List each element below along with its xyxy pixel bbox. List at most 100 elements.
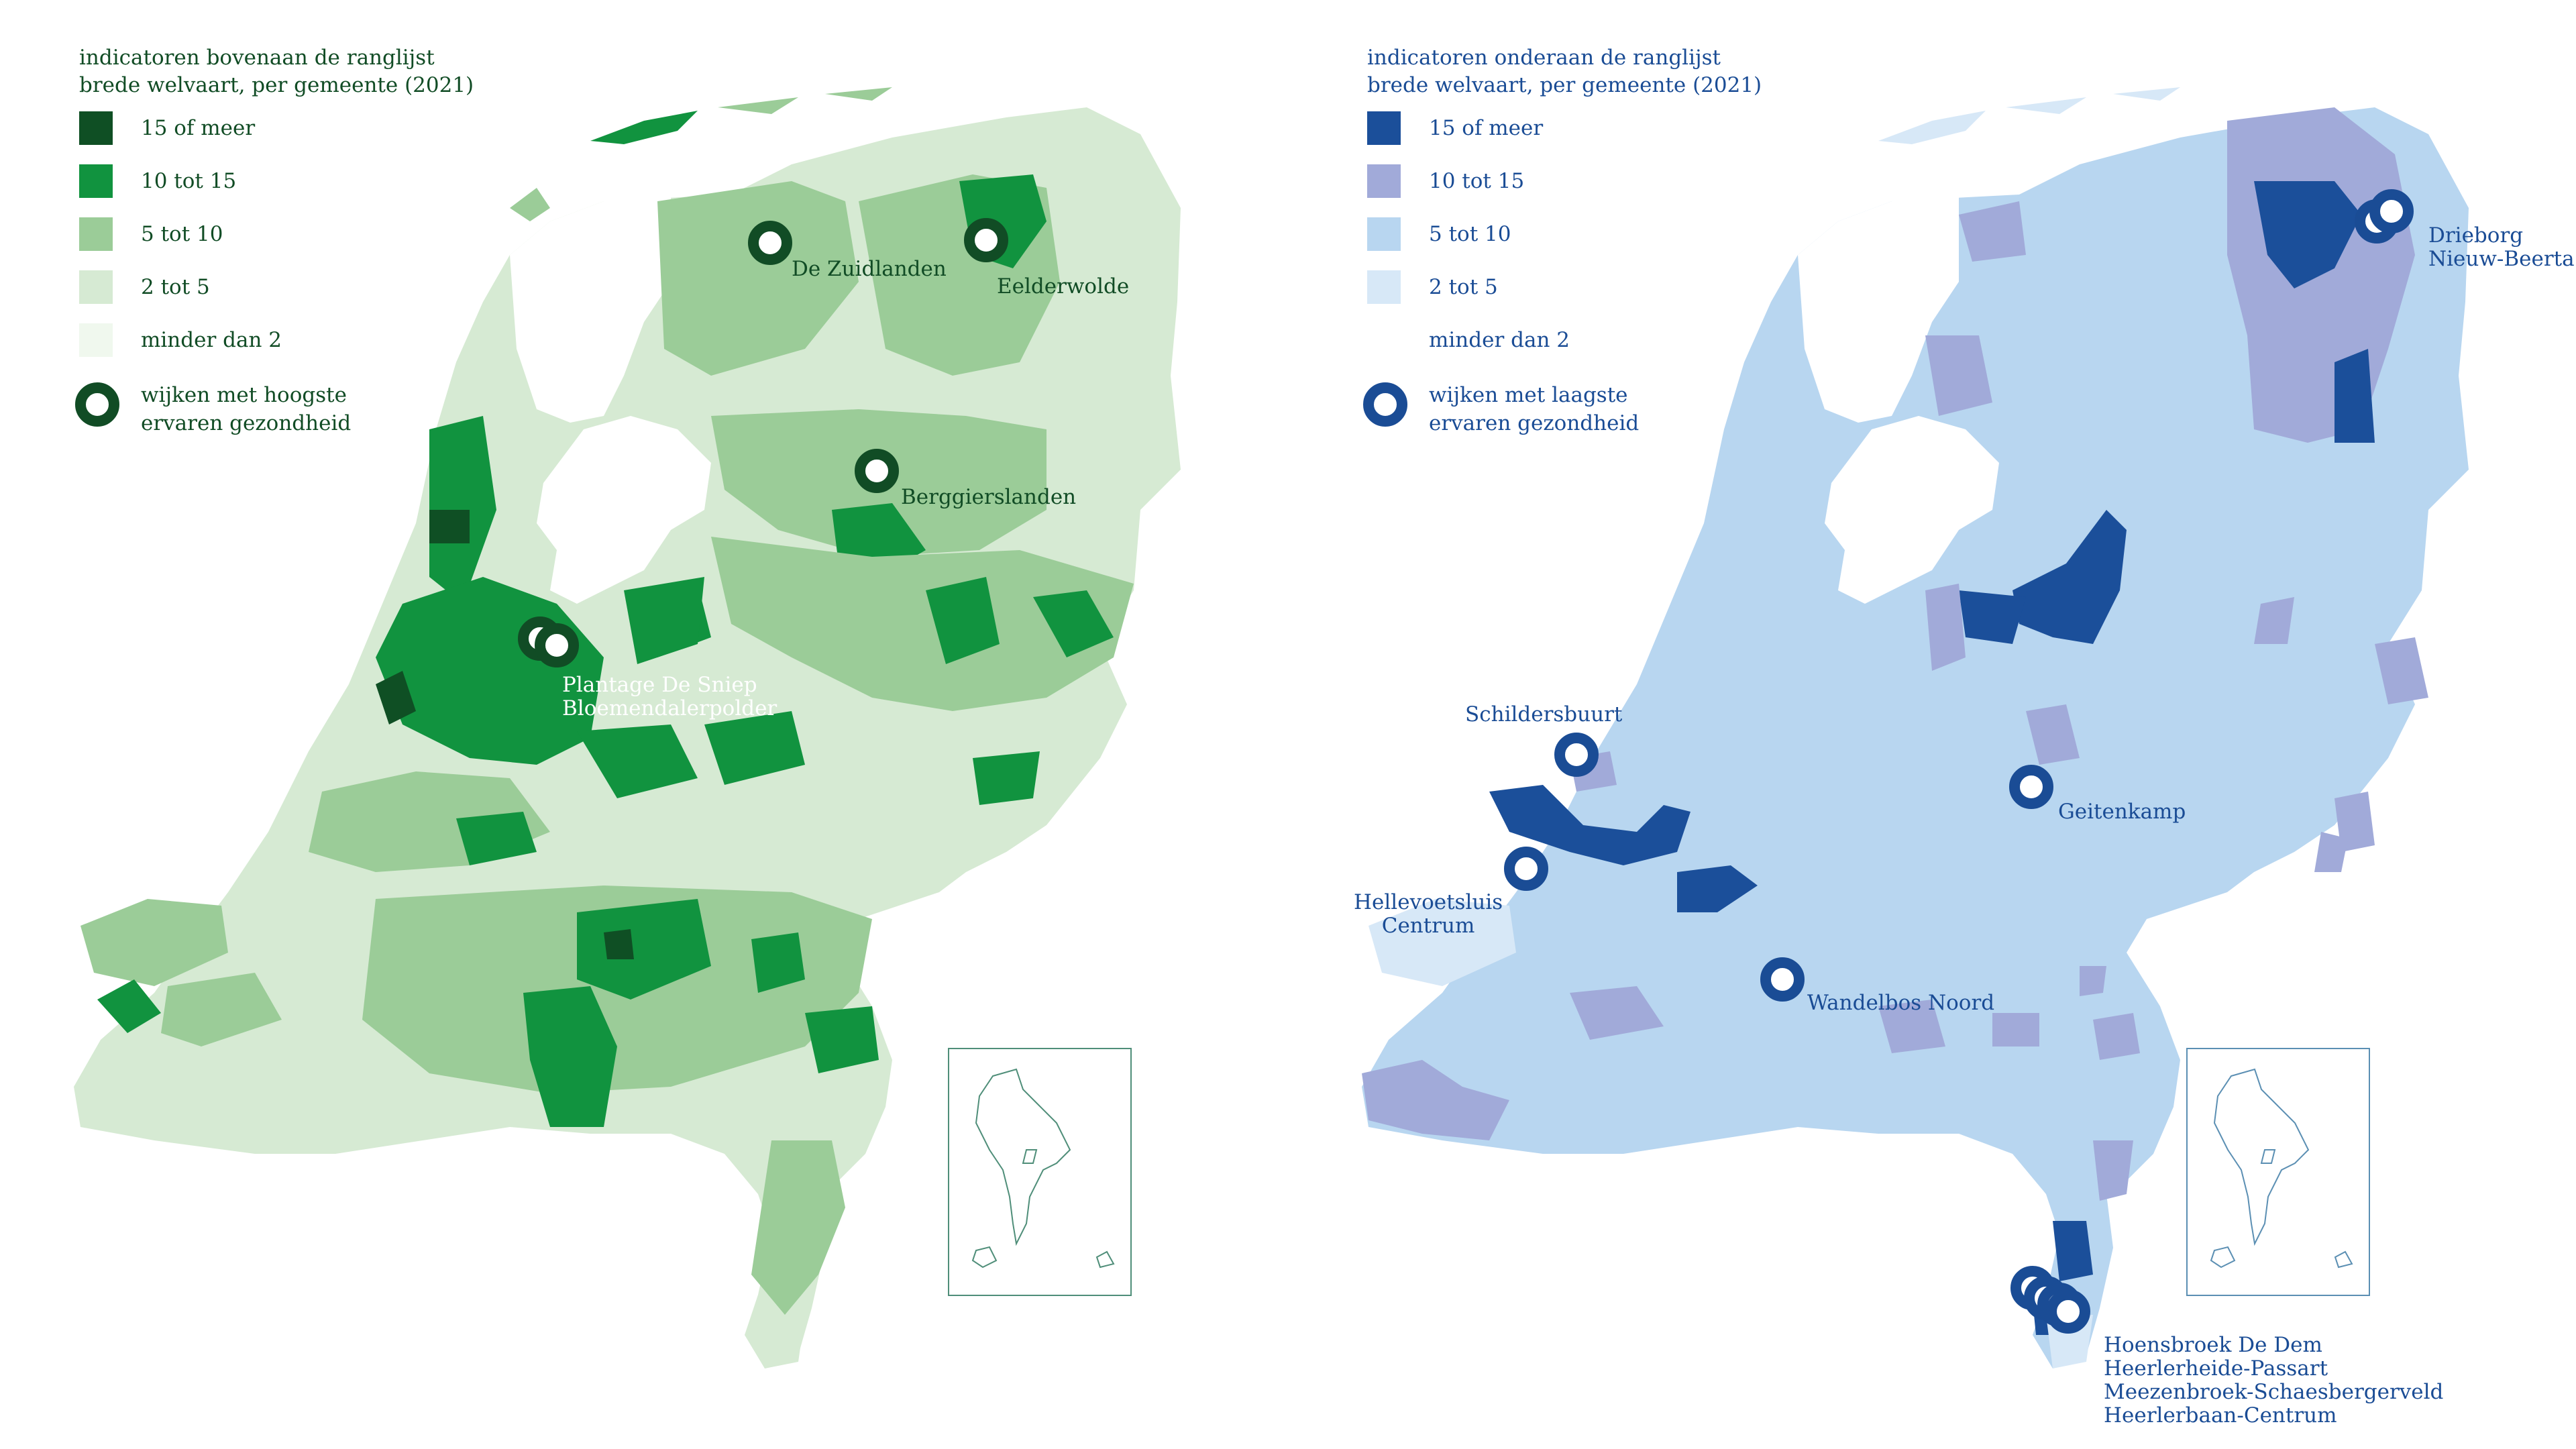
callout-drieborg-nieuw-beerta: Drieborg Nieuw-Beerta [2428, 224, 2575, 271]
legend-swatch [79, 323, 113, 357]
island [2113, 87, 2180, 101]
ijsselmeer-water [537, 416, 711, 604]
region [456, 812, 537, 865]
region [2053, 1221, 2093, 1281]
ijsselmeer-water [1825, 416, 1999, 604]
ring-marker-icon [2009, 765, 2053, 809]
legend-swatch [1367, 270, 1401, 304]
zeeland-island [288, 986, 376, 1046]
ring-marker-icon [535, 623, 579, 667]
legend-item-ring: wijken met hoogste ervaren gezondheid [75, 382, 549, 445]
marker-layer [1504, 189, 2414, 1334]
callout-line: Heerlerbaan-Centrum [2104, 1403, 2337, 1428]
legend-item: 5 tot 10 [1367, 217, 1837, 251]
ring-marker-icon [964, 218, 1008, 262]
legend-label: 15 of meer [1429, 116, 1544, 140]
marker-layer [518, 218, 1008, 667]
callout-line: Hellevoetsluis [1354, 890, 1503, 914]
legend-label: 2 tot 5 [1429, 275, 1498, 299]
legend-label: minder dan 2 [141, 328, 282, 352]
legend-item: 15 of meer [1367, 111, 1837, 145]
region [2093, 1140, 2133, 1201]
region [577, 724, 698, 798]
callout-line: Nieuw-Beerta [2428, 247, 2575, 271]
region [376, 671, 416, 724]
region [1925, 584, 1966, 671]
country-shape [1362, 107, 2469, 1368]
bonaire-outline [971, 1068, 1115, 1269]
region [2093, 1013, 2140, 1060]
ring-legend-label: wijken met hoogste ervaren gezondheid [141, 381, 351, 437]
callout-limburg-wijken: Hoensbroek De Dem Heerlerheide-Passart M… [2104, 1334, 2443, 1428]
legend-swatch [79, 111, 113, 145]
region [1992, 1013, 2039, 1046]
legend-item: 2 tot 5 [79, 270, 549, 304]
region [2026, 704, 2080, 765]
legend-item: 15 of meer [79, 111, 549, 145]
region [2375, 637, 2428, 704]
caribbean-inset [948, 1048, 1132, 1296]
ring-marker-icon [1363, 382, 1407, 427]
callout-line: Heerlerheide-Passart [2104, 1356, 2328, 1381]
zeeland-island [1362, 1060, 1509, 1140]
callout-line: Meezenbroek-Schaesbergerveld [2104, 1380, 2444, 1404]
region [711, 537, 1134, 711]
legend-item: minder dan 2 [1367, 323, 1837, 357]
wadden-water [510, 188, 671, 423]
region [2012, 510, 2127, 644]
region [805, 1006, 879, 1073]
island [510, 188, 550, 221]
region [2254, 181, 2361, 288]
legend-swatch [1367, 323, 1401, 357]
netherlands-map-blue [1362, 87, 2469, 1368]
legend-item: 2 tot 5 [1367, 270, 1837, 304]
legend-swatch [79, 217, 113, 251]
ring-legend-label: wijken met laagste ervaren gezondheid [1429, 381, 1639, 437]
ring-marker-icon [1504, 847, 1548, 891]
title-line-2: brede welvaart, per gemeente (2021) [79, 73, 474, 97]
legend-item-ring: wijken met laagste ervaren gezondheid [1363, 382, 1837, 445]
netherlands-map-green [74, 87, 1181, 1368]
title-line-1: indicatoren bovenaan de ranglijst [79, 46, 435, 70]
region [973, 751, 1040, 805]
zeeland-island [97, 979, 161, 1033]
region [523, 986, 617, 1127]
callout-line: Bloemendalerpolder [562, 696, 777, 720]
callout-line: Plantage De Sniep [562, 673, 757, 697]
callout-de-zuidlanden: De Zuidlanden [792, 257, 947, 281]
region [1489, 785, 1690, 865]
legend-item: 10 tot 15 [1367, 164, 1837, 198]
legend-label: 10 tot 15 [141, 169, 237, 193]
legend-item: 5 tot 10 [79, 217, 549, 251]
region [926, 577, 1000, 664]
callout-berggierslanden: Berggierslanden [901, 485, 1077, 509]
callout-line: Hoensbroek De Dem [2104, 1333, 2322, 1357]
legend-item: 10 tot 15 [79, 164, 549, 198]
legend-swatch [1367, 164, 1401, 198]
legend-swatch [79, 164, 113, 198]
region [1033, 590, 1114, 657]
zeeland-island [161, 973, 282, 1046]
ring-legend-line-2: ervaren gezondheid [141, 411, 352, 435]
callout-line: Centrum [1381, 914, 1475, 938]
zeeland-island [80, 899, 228, 986]
region [758, 1315, 805, 1368]
region [2334, 792, 2375, 852]
zeeland-island [1368, 899, 1516, 986]
legend-label: 5 tot 10 [141, 222, 223, 246]
region [429, 510, 470, 543]
region [751, 932, 805, 993]
region [2254, 597, 2294, 644]
region [1677, 865, 1758, 912]
callout-line: Drieborg [2428, 223, 2524, 248]
legend-swatch [1367, 217, 1401, 251]
island [825, 87, 892, 101]
callout-eelderwolde: Eelderwolde [997, 274, 1130, 299]
ring-legend-line-1: wijken met hoogste [141, 383, 347, 407]
left-map-panel: indicatoren bovenaan de ranglijst brede … [74, 46, 1181, 1368]
legend-label: 10 tot 15 [1429, 169, 1525, 193]
island [590, 111, 698, 144]
title-line-2: brede welvaart, per gemeente (2021) [1367, 73, 1762, 97]
zeeland-island [1570, 986, 1664, 1040]
caribbean-inset [2186, 1048, 2370, 1296]
